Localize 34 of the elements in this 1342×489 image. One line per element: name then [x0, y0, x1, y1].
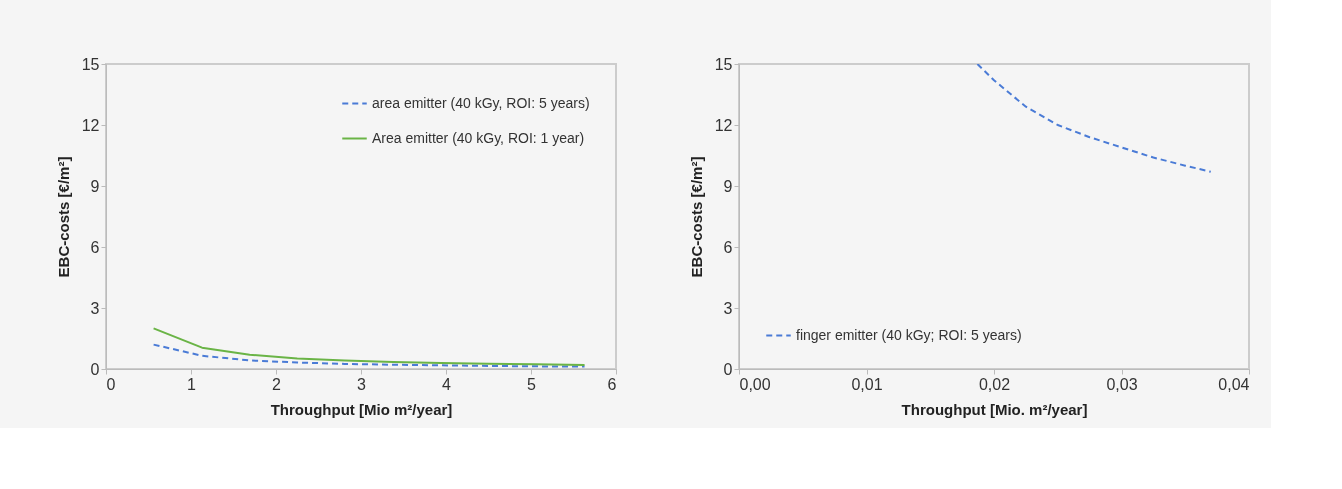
- x-tick-label: 2: [272, 375, 282, 393]
- x-axis-title: Throughput [Mio. m²/year]: [901, 400, 1088, 418]
- y-tick-label: 15: [714, 55, 733, 73]
- y-axis-title: EBC-costs [€/m²]: [54, 156, 72, 278]
- line-series: [976, 64, 1212, 173]
- y-tick-label: 6: [723, 238, 733, 256]
- x-tick-label: 4: [442, 375, 452, 393]
- line-series: [152, 343, 586, 368]
- y-tick-label: 12: [714, 116, 733, 134]
- y-tick-label: 3: [90, 299, 100, 317]
- x-tick-label: 0,00: [739, 375, 771, 393]
- line-series: [152, 327, 586, 366]
- y-tick-label: 9: [90, 177, 100, 195]
- y-tick-label: 9: [723, 177, 733, 195]
- x-tick-label: 0,03: [1106, 375, 1138, 393]
- x-tick-label: 1: [187, 375, 197, 393]
- x-tick-label: 0,02: [978, 375, 1011, 393]
- legend-label: area emitter (40 kGy, ROI: 5 years): [372, 94, 590, 111]
- x-tick-label: 0,01: [851, 375, 883, 393]
- y-tick-label: 15: [81, 55, 100, 73]
- x-tick-label: 0: [106, 375, 116, 393]
- y-tick-label: 0: [90, 360, 100, 378]
- x-tick-label: 0,04: [1218, 375, 1250, 393]
- x-tick-label: 3: [357, 375, 367, 393]
- y-axis-title: EBC-costs [€/m²]: [687, 156, 705, 278]
- legend-label: Area emitter (40 kGy, ROI: 1 year): [372, 129, 585, 146]
- x-axis-title: Throughput [Mio m²/year]: [270, 400, 453, 418]
- y-tick-label: 3: [723, 299, 733, 317]
- y-tick-label: 6: [90, 238, 100, 256]
- legend-label: finger emitter (40 kGy; ROI: 5 years): [796, 326, 1022, 343]
- y-tick-label: 12: [81, 116, 100, 134]
- y-tick-label: 0: [723, 360, 733, 378]
- x-tick-label: 6: [607, 375, 617, 393]
- x-tick-label: 5: [527, 375, 537, 393]
